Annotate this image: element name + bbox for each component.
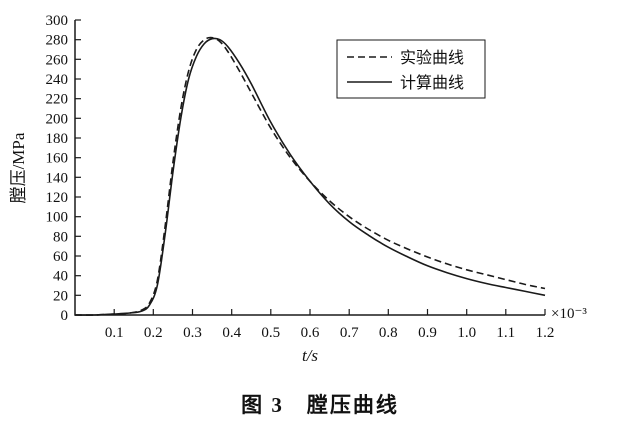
y-tick-label: 280 xyxy=(46,33,69,49)
x-tick-label: 0.5 xyxy=(261,325,280,341)
y-tick-label: 40 xyxy=(53,269,68,285)
y-tick-label: 140 xyxy=(46,170,69,186)
y-tick-label: 60 xyxy=(53,249,68,265)
y-tick-label: 160 xyxy=(46,151,69,167)
x-tick-label: 1.1 xyxy=(496,325,515,341)
y-tick-label: 220 xyxy=(46,92,69,108)
series-experimental xyxy=(74,36,546,316)
x-tick-label: 0.9 xyxy=(418,325,437,341)
x-tick-label: 0.3 xyxy=(183,325,202,341)
legend-label: 实验曲线 xyxy=(400,49,464,67)
x-tick-label: 0.2 xyxy=(144,325,163,341)
y-tick-label: 260 xyxy=(46,52,69,68)
x-tick-label: 0.1 xyxy=(105,325,124,341)
x-multiplier-label: ×10⁻³ xyxy=(551,306,587,322)
x-tick-label: 1.0 xyxy=(457,325,476,341)
y-tick-label: 120 xyxy=(46,190,69,206)
y-axis-label: 膛压/MPa xyxy=(9,132,28,203)
y-tick-label: 180 xyxy=(46,131,69,147)
x-tick-label: 1.2 xyxy=(536,325,555,341)
figure-caption: 图 3 膛压曲线 xyxy=(241,393,399,417)
plot-area: 0 20 40 60 80 100 120 140 160 180 200 220 240 260 280 3… xyxy=(46,13,555,341)
y-tick-label: 20 xyxy=(53,288,68,304)
y-tick-label: 300 xyxy=(46,13,69,29)
x-tick-label: 0.6 xyxy=(301,325,320,341)
x-tick-label: 0.4 xyxy=(222,325,241,341)
x-axis-label: t/s xyxy=(302,346,318,365)
legend-label: 计算曲线 xyxy=(400,73,464,92)
x-tick-label: 0.8 xyxy=(379,325,398,341)
y-tick-label: 0 xyxy=(61,308,69,324)
y-tick-label: 80 xyxy=(53,229,68,245)
y-tick-label: 200 xyxy=(46,111,69,127)
series-calculated xyxy=(74,37,546,316)
pressure-chart: 0 20 40 60 80 100 120 140 160 180 200 220 240 260 280 3… xyxy=(9,13,587,365)
legend-box xyxy=(336,39,486,99)
y-tick-label: 100 xyxy=(46,210,69,226)
y-tick-label: 240 xyxy=(46,72,69,88)
x-tick-label: 0.7 xyxy=(340,325,359,341)
